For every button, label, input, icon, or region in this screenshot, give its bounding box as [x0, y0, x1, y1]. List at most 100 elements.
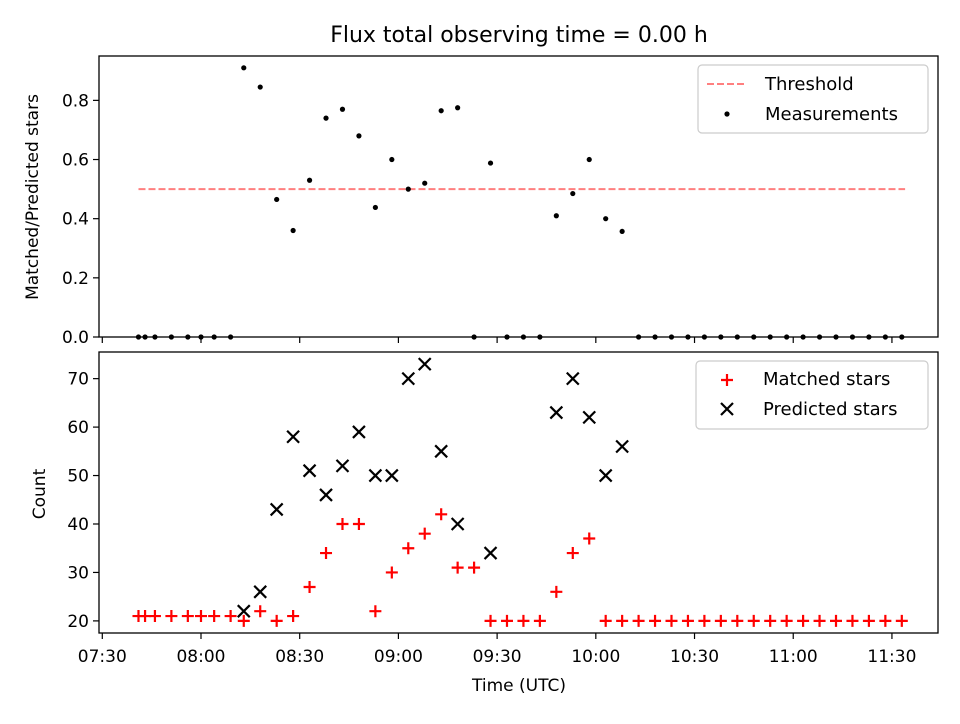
bottom-legend-box — [695, 360, 929, 430]
predicted-point — [615, 439, 629, 454]
matched-point — [714, 614, 727, 627]
matched-point — [846, 614, 859, 627]
matched-point — [336, 517, 349, 530]
measurement-point — [455, 105, 461, 111]
matched-point — [566, 547, 579, 560]
bottom-y-axis: 20 30 40 50 60 70 — [67, 370, 99, 632]
matched-point — [665, 614, 678, 627]
predicted-point — [352, 425, 366, 439]
matched-point — [517, 614, 530, 627]
matched-point — [879, 614, 892, 627]
bottom-xtick-label: 09:30 — [473, 647, 522, 667]
predicted-point — [549, 405, 564, 420]
measurement-point — [603, 216, 609, 222]
matched-point — [451, 561, 464, 574]
bottom-xtick-label: 08:30 — [275, 647, 324, 667]
matched-point — [797, 614, 810, 627]
top-legend: Threshold Measurements — [697, 64, 929, 134]
bottom-ytick-label: 40 — [67, 515, 89, 535]
top-ytick-label: 0.4 — [62, 210, 89, 230]
matched-point — [681, 614, 694, 627]
matched-point — [148, 610, 161, 623]
measurement-point — [422, 180, 428, 186]
bottom-panel: Count Time (UTC) 20 30 40 50 60 70 07:30 08:00… — [30, 351, 939, 696]
top-panel: Matched/Predicted stars 0.00.20.40.60.8 … — [23, 55, 939, 348]
bottom-ytick-label: 30 — [67, 563, 89, 583]
matched-point — [435, 508, 448, 521]
bottom-ytick-label: 70 — [67, 370, 89, 390]
predicted-legend-label: Predicted stars — [763, 399, 897, 420]
bottom-plot-frame — [98, 351, 939, 634]
predicted-point — [401, 371, 416, 386]
matched-point — [599, 614, 612, 627]
top-x-axis — [101, 337, 893, 343]
measurement-point — [290, 227, 296, 234]
measurement-point — [586, 156, 592, 163]
predicted-point — [269, 502, 284, 517]
predicted-point — [434, 444, 448, 459]
bottom-ytick-label: 20 — [67, 612, 89, 632]
threshold-legend-label: Threshold — [764, 74, 854, 95]
measurement-point — [274, 196, 280, 203]
matched-point — [862, 614, 875, 627]
matched-point — [194, 610, 207, 623]
matched-point — [813, 614, 826, 627]
measurement-point — [241, 65, 247, 71]
bottom-ytick-label: 50 — [67, 467, 89, 487]
bottom-xtick-label: 10:00 — [571, 647, 620, 667]
matched-point — [224, 610, 237, 623]
predicted-point — [417, 357, 432, 371]
top-legend-box — [697, 64, 929, 134]
predicted-point — [450, 517, 465, 531]
matched-point — [237, 614, 250, 627]
measurement-point — [487, 160, 494, 166]
matched-point — [500, 614, 513, 627]
chart-title: Flux total observing time = 0.00 h — [330, 23, 708, 48]
matched-point — [385, 566, 398, 579]
bottom-x-axis: 07:30 08:00 08:30 09:00 09:30 10:00 10:30 11:00… — [78, 633, 916, 667]
matched-legend-label: Matched stars — [763, 369, 890, 390]
bottom-xtick-label: 08:00 — [176, 647, 225, 667]
matched-point — [830, 614, 843, 627]
matched-point — [320, 547, 333, 560]
predicted-point — [286, 430, 300, 444]
bottom-xtick-label: 09:00 — [374, 647, 423, 667]
top-y-axis: 0.0 0.2 0.4 0.6 0.8 — [62, 91, 99, 348]
top-ytick-label: 0.2 — [62, 269, 89, 289]
bottom-ylabel: Count — [30, 468, 50, 519]
matched-point — [616, 614, 629, 627]
matched-point — [698, 614, 711, 627]
matched-point — [208, 610, 221, 623]
predicted-point — [598, 468, 613, 483]
matched-point — [583, 532, 596, 545]
matched-point — [287, 610, 300, 623]
matched-point — [731, 614, 744, 627]
measurement-point — [372, 204, 378, 211]
matched-point — [303, 580, 316, 593]
measurement-point — [553, 213, 559, 219]
matched-point — [254, 605, 267, 618]
matched-point — [270, 614, 283, 627]
bottom-xlabel: Time (UTC) — [471, 676, 566, 696]
matched-point — [369, 605, 382, 618]
matched-point — [352, 517, 365, 530]
top-ytick-label: 0.8 — [62, 91, 89, 111]
measurement-point — [438, 108, 444, 114]
bottom-legend: Matched stars Predicted stars — [695, 360, 929, 430]
matched-point — [895, 614, 908, 627]
bottom-xtick-label: 11:30 — [867, 647, 916, 667]
top-ylabel: Matched/Predicted stars — [23, 94, 43, 300]
matched-point — [747, 614, 760, 627]
predicted-point — [236, 604, 251, 618]
predicted-point — [385, 468, 399, 483]
predicted-point — [483, 546, 498, 560]
bottom-ytick-label: 60 — [67, 418, 89, 438]
matched-point — [649, 614, 662, 627]
matched-point — [418, 527, 431, 540]
measurement-point — [306, 177, 313, 183]
measurement-point — [339, 106, 346, 112]
bottom-xtick-label: 10:30 — [670, 647, 719, 667]
measurement-point — [619, 228, 625, 235]
